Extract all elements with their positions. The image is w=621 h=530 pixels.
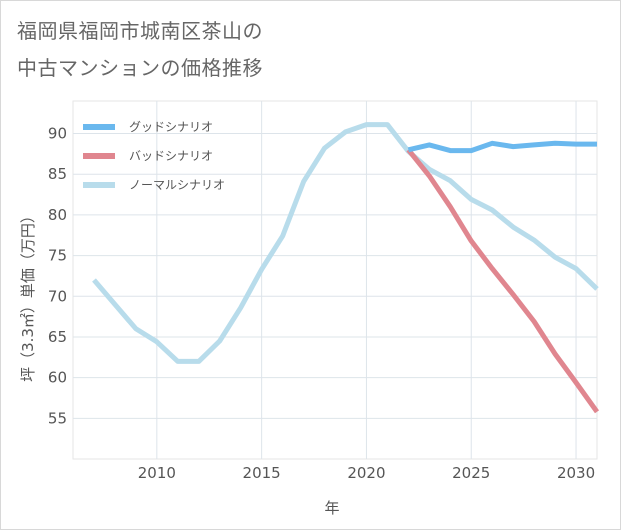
y-tick-label: 65 xyxy=(48,328,67,346)
y-tick-label: 75 xyxy=(48,247,67,265)
x-axis-title: 年 xyxy=(324,499,339,517)
y-tick-label: 70 xyxy=(48,287,67,305)
y-tick-label: 55 xyxy=(48,409,67,427)
x-tick-label: 2030 xyxy=(557,464,595,482)
y-tick-label: 60 xyxy=(48,369,67,387)
y-tick-label: 90 xyxy=(48,125,67,143)
y-tick-label: 80 xyxy=(48,206,67,224)
legend-label: ノーマルシナリオ xyxy=(129,178,225,192)
series-line-0 xyxy=(407,140,597,154)
y-axis-title: 坪（3.3㎡）単価（万円） xyxy=(19,208,37,382)
x-tick-label: 2020 xyxy=(347,464,385,482)
legend-label: グッドシナリオ xyxy=(129,120,213,134)
x-tick-label: 2010 xyxy=(138,464,176,482)
x-tick-labels: 2010 2015 2020 2025 2030 xyxy=(138,464,595,482)
legend-label: バッドシナリオ xyxy=(129,149,213,163)
chart-title-line-1: 福岡県福岡市城南区茶山の xyxy=(17,19,263,43)
series-line-1 xyxy=(406,148,600,414)
plot-area xyxy=(72,100,598,460)
grid xyxy=(72,100,598,460)
y-tick-labels: 55 60 65 70 75 80 85 90 xyxy=(48,125,67,428)
x-tick-label: 2025 xyxy=(452,464,490,482)
chart-title-line-2: 中古マンションの価格推移 xyxy=(17,56,263,80)
chart-title: 福岡県福岡市城南区茶山の 中古マンションの価格推移 xyxy=(17,13,577,87)
series-line-2 xyxy=(92,122,599,364)
series-lines xyxy=(92,122,600,414)
y-tick-label: 85 xyxy=(48,165,67,183)
x-tick-label: 2015 xyxy=(243,464,281,482)
